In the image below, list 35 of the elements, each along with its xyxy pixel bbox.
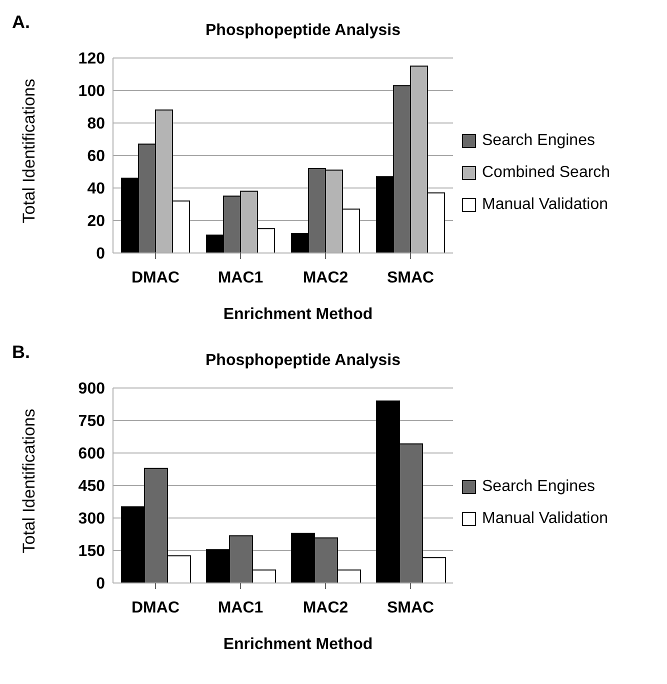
y-tick-label: 900: [78, 380, 106, 398]
legend-label: Search Engines: [482, 132, 595, 150]
chart-title: Phosphopeptide Analysis: [204, 22, 402, 40]
x-tick-label: SMAC: [386, 269, 434, 286]
y-tick-label: 80: [87, 116, 106, 133]
y-tick-label: 100: [78, 83, 106, 100]
y-tick-label: 20: [87, 213, 106, 230]
y-tick-label: 60: [87, 148, 106, 166]
legend-label: Manual Validation: [482, 196, 608, 214]
legend-label: Combined Search: [482, 164, 610, 182]
y-tick-label: 450: [78, 478, 106, 496]
chart-title: Phosphopeptide Analysis: [204, 352, 402, 370]
y-tick-label: 150: [78, 543, 106, 560]
y-tick-label: 120: [78, 50, 106, 68]
x-tick-label: DMAC: [132, 269, 180, 286]
y-axis-title: Total Identifications: [19, 408, 39, 553]
x-tick-label: MAC1: [218, 269, 264, 286]
legend-label: Search Engines: [482, 478, 595, 496]
x-tick-label: MAC1: [218, 599, 264, 616]
y-tick-label: 750: [78, 413, 106, 430]
x-tick-label: DMAC: [132, 599, 180, 616]
y-tick-label: 40: [87, 180, 106, 198]
y-tick-label: 0: [96, 576, 106, 593]
x-tick-label: SMAC: [386, 599, 434, 616]
y-tick-label: 600: [78, 446, 106, 463]
legend-label: Manual Validation: [482, 510, 608, 528]
x-axis-title: Enrichment Method: [222, 636, 374, 654]
x-tick-label: MAC2: [302, 599, 348, 616]
y-tick-label: 300: [78, 510, 106, 528]
x-axis-title: Enrichment Method: [222, 306, 374, 324]
x-tick-label: MAC2: [302, 269, 348, 286]
y-tick-label: 0: [96, 246, 106, 263]
text: B.: [12, 342, 30, 363]
y-axis-title: Total Identifications: [19, 78, 39, 223]
text: A.: [12, 12, 30, 33]
